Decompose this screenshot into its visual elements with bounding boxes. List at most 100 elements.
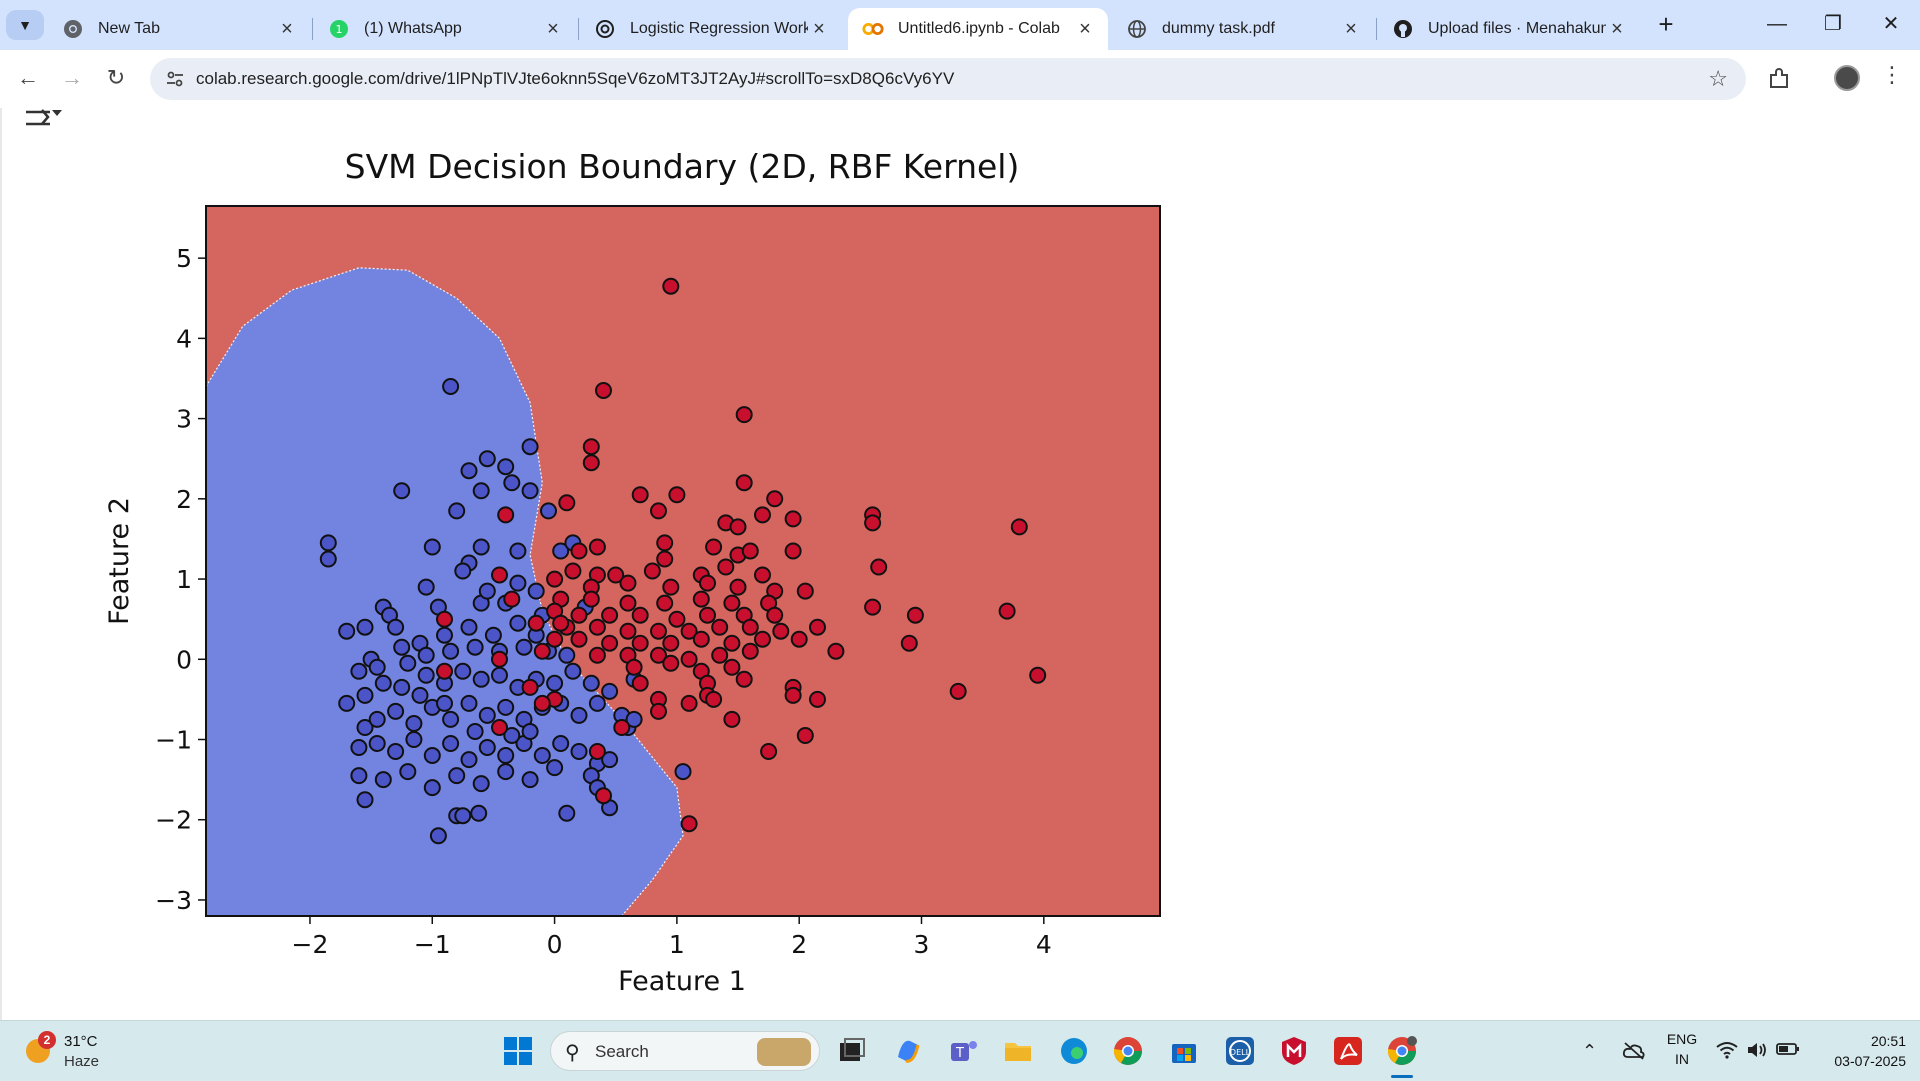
data-point-class-1 <box>784 686 802 704</box>
windows-start-icon[interactable] <box>502 1035 534 1067</box>
close-icon: ✕ <box>1882 13 1900 35</box>
x-axis-ticks: −2 −1 0 1 2 3 4 <box>292 916 1052 959</box>
bookmark-star-icon[interactable]: ☆ <box>1708 66 1728 91</box>
data-point-class-1 <box>491 719 508 736</box>
restore-icon: ❐ <box>1824 13 1842 35</box>
data-point-class-0 <box>527 582 545 600</box>
data-point-class-0 <box>423 538 441 556</box>
data-point-class-1 <box>754 630 771 648</box>
tab-search-button[interactable]: ▼ <box>6 10 44 40</box>
x-tick-label: −1 <box>414 930 451 959</box>
volume-icon[interactable] <box>1746 1041 1768 1064</box>
task-view-icon[interactable] <box>836 1035 868 1067</box>
data-point-class-1 <box>613 719 631 736</box>
data-point-class-1 <box>796 727 814 744</box>
tab-dummy-task-pdf[interactable]: dummy task.pdf × <box>1112 8 1374 50</box>
store-icon[interactable] <box>1168 1035 1200 1067</box>
data-point-class-1 <box>705 690 723 708</box>
data-point-class-0 <box>368 710 386 728</box>
data-point-class-0 <box>411 686 429 704</box>
data-point-class-1 <box>546 630 564 648</box>
tab-title: dummy task.pdf <box>1162 20 1275 37</box>
close-icon[interactable]: × <box>813 17 825 40</box>
extensions-icon[interactable] <box>1766 66 1792 92</box>
data-point-class-1 <box>619 594 637 612</box>
data-point-class-1 <box>949 682 967 700</box>
data-point-class-0 <box>582 674 600 692</box>
data-point-class-1 <box>680 694 698 712</box>
dell-icon[interactable]: DELL <box>1224 1035 1256 1067</box>
data-point-class-0 <box>399 763 417 781</box>
data-point-class-0 <box>533 747 551 764</box>
acrobat-icon[interactable] <box>1332 1035 1364 1067</box>
forward-button[interactable]: → <box>54 60 90 96</box>
copilot-icon[interactable] <box>892 1035 924 1067</box>
more-menu-icon[interactable]: ⋮ <box>1881 62 1903 87</box>
minimize-button[interactable]: — <box>1752 6 1802 42</box>
data-point-class-1 <box>668 610 686 628</box>
data-point-class-0 <box>319 534 337 552</box>
close-icon[interactable]: × <box>1611 17 1623 40</box>
data-point-class-0 <box>558 646 576 664</box>
data-point-class-1 <box>864 514 882 532</box>
data-point-class-1 <box>619 622 637 640</box>
data-point-class-1 <box>491 650 508 668</box>
address-bar[interactable]: colab.research.google.com/drive/1lPNpTlV… <box>150 58 1746 100</box>
show-hidden-icons-chevron-icon[interactable]: ⌃ <box>1582 1041 1598 1061</box>
data-point-class-0 <box>546 759 564 777</box>
battery-icon[interactable] <box>1776 1041 1800 1062</box>
data-point-class-0 <box>588 694 606 712</box>
data-point-class-1 <box>741 642 759 660</box>
url-text[interactable]: colab.research.google.com/drive/1lPNpTlV… <box>196 69 955 88</box>
data-point-class-0 <box>356 618 374 636</box>
tab-title: Upload files · Menahakuma <box>1428 20 1606 37</box>
clock-date[interactable]: 03-07-2025 <box>1834 1053 1906 1069</box>
file-explorer-icon[interactable] <box>1002 1035 1034 1067</box>
minimize-icon: — <box>1767 13 1787 35</box>
data-point-class-1 <box>491 566 508 584</box>
data-points <box>319 277 1047 845</box>
tab-github-upload[interactable]: Upload files · Menahakuma × <box>1378 8 1640 50</box>
new-tab-button[interactable]: + <box>1650 10 1682 40</box>
reload-button[interactable]: ↻ <box>98 60 134 96</box>
data-point-class-1 <box>570 606 588 624</box>
y-tick-label: 1 <box>176 565 192 594</box>
edge-icon[interactable] <box>1058 1035 1090 1067</box>
close-icon[interactable]: × <box>1079 17 1091 40</box>
profile-avatar[interactable] <box>1834 65 1860 91</box>
chrome-taskbar-icon[interactable] <box>1112 1035 1144 1067</box>
data-point-class-1 <box>1029 666 1047 684</box>
back-button[interactable]: ← <box>10 60 46 96</box>
data-point-class-0 <box>338 622 356 640</box>
close-window-button[interactable]: ✕ <box>1866 6 1916 42</box>
y-tick-label: 4 <box>176 324 192 353</box>
language-indicator-bottom[interactable]: IN <box>1675 1051 1689 1067</box>
data-point-class-0 <box>552 542 570 560</box>
tab-new-tab[interactable]: New Tab × <box>48 8 310 50</box>
tab-colab[interactable]: Untitled6.ipynb - Colab × <box>848 8 1108 50</box>
whatsapp-icon: 1 <box>328 18 350 40</box>
wifi-icon[interactable] <box>1716 1041 1738 1064</box>
weather-widget[interactable]: 2 31°C Haze <box>22 1029 142 1073</box>
mcafee-icon[interactable] <box>1278 1035 1310 1067</box>
close-icon[interactable]: × <box>1345 17 1357 40</box>
site-info-icon[interactable] <box>164 68 186 90</box>
output-actions-icon[interactable] <box>24 108 64 132</box>
tab-logistic-regression[interactable]: Logistic Regression Workfl × <box>580 8 842 50</box>
onedrive-offline-icon[interactable] <box>1622 1041 1646 1066</box>
data-point-class-1 <box>900 634 918 652</box>
search-label: Search <box>595 1042 649 1061</box>
teams-icon[interactable]: T <box>948 1035 980 1067</box>
data-point-class-1 <box>558 494 576 512</box>
data-point-class-0 <box>356 719 374 736</box>
close-icon[interactable]: × <box>281 17 293 40</box>
tab-whatsapp[interactable]: 1 (1) WhatsApp × <box>314 8 576 50</box>
data-point-class-0 <box>442 735 460 752</box>
clock-time[interactable]: 20:51 <box>1870 1033 1906 1049</box>
taskbar-search[interactable]: ⚲ Search <box>550 1031 820 1071</box>
chrome-profile-taskbar-icon[interactable] <box>1386 1035 1418 1067</box>
language-indicator-top[interactable]: ENG <box>1666 1031 1698 1047</box>
data-point-class-0 <box>478 739 496 756</box>
restore-button[interactable]: ❐ <box>1808 6 1858 42</box>
close-icon[interactable]: × <box>547 17 559 40</box>
